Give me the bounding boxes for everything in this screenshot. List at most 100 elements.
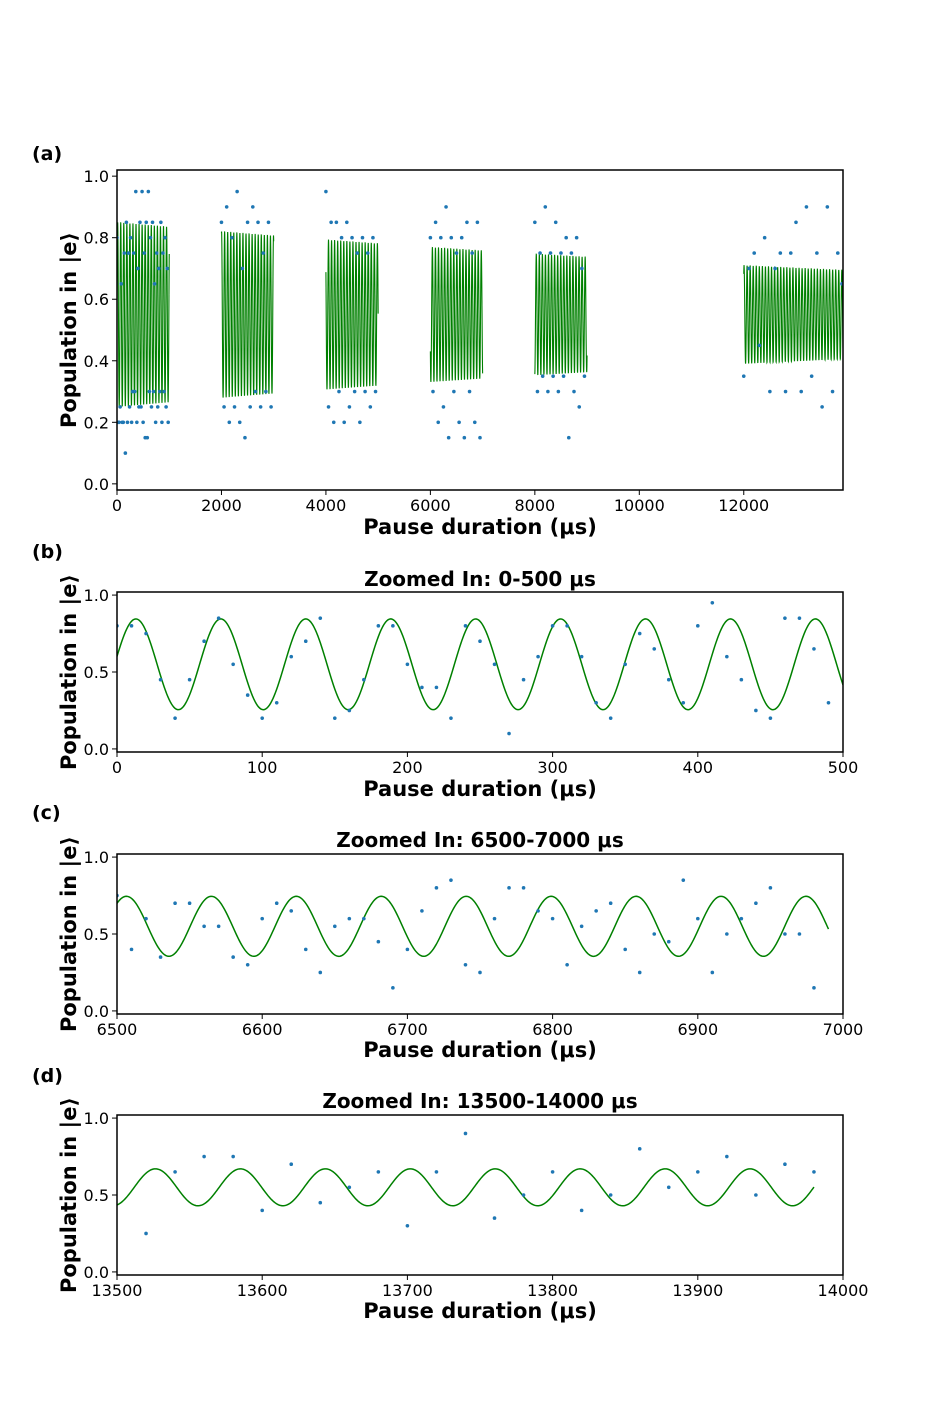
fit-curve bbox=[117, 895, 830, 958]
data-point bbox=[289, 909, 294, 913]
data-point bbox=[768, 886, 773, 890]
data-point bbox=[444, 205, 448, 209]
data-point bbox=[132, 389, 137, 394]
data-point bbox=[696, 916, 700, 921]
x-axis-label: Pause duration (μs) bbox=[363, 1038, 597, 1062]
data-point bbox=[161, 251, 165, 255]
data-point bbox=[337, 389, 341, 394]
data-point bbox=[725, 1154, 729, 1159]
data-point bbox=[144, 916, 148, 921]
panel-a-ticks: 0 2000 4000 6000 8000 10000 12000 0.0 0.2 0.4 0.6 0… bbox=[84, 167, 770, 515]
data-point bbox=[187, 901, 192, 906]
data-point bbox=[134, 189, 138, 194]
data-point bbox=[253, 389, 258, 394]
fit-curve-segment bbox=[429, 246, 484, 383]
data-point bbox=[245, 693, 250, 697]
data-point bbox=[173, 1170, 177, 1174]
data-point bbox=[303, 639, 308, 644]
data-point bbox=[797, 616, 802, 620]
x-tick-label: 100 bbox=[247, 758, 278, 777]
data-point bbox=[747, 266, 751, 271]
data-point bbox=[533, 220, 537, 225]
data-point bbox=[405, 1223, 410, 1228]
data-point bbox=[433, 220, 438, 225]
data-point bbox=[492, 916, 497, 921]
data-point bbox=[637, 631, 642, 636]
data-point bbox=[666, 939, 671, 944]
data-point bbox=[773, 266, 777, 271]
data-point bbox=[329, 220, 333, 225]
x-tick-label: 13900 bbox=[672, 1281, 723, 1300]
data-point bbox=[164, 405, 168, 409]
data-point bbox=[163, 235, 167, 240]
data-point bbox=[556, 389, 561, 394]
x-axis-label: Pause duration (μs) bbox=[363, 1299, 597, 1323]
x-tick-label: 12000 bbox=[718, 496, 769, 515]
data-point bbox=[371, 235, 375, 240]
data-point bbox=[266, 220, 271, 225]
data-point bbox=[550, 624, 555, 628]
data-point bbox=[783, 932, 787, 936]
data-point bbox=[783, 616, 787, 620]
data-point bbox=[245, 220, 250, 225]
data-point bbox=[148, 235, 153, 240]
y-axis-label: Population in |e⟩ bbox=[57, 574, 82, 770]
data-point bbox=[492, 1216, 497, 1220]
chart-title: Zoomed In: 6500-7000 μs bbox=[336, 828, 624, 852]
data-point bbox=[138, 220, 142, 225]
data-point bbox=[152, 282, 157, 286]
data-point bbox=[579, 924, 584, 929]
data-point bbox=[405, 947, 410, 952]
data-point bbox=[623, 662, 627, 667]
data-point bbox=[202, 1154, 206, 1159]
data-point bbox=[124, 220, 129, 225]
panel-d: (d) Zoomed In: 13500-14000 μs 13500 13600… bbox=[32, 1065, 868, 1323]
data-point bbox=[129, 947, 134, 952]
data-point bbox=[127, 405, 132, 409]
x-tick-label: 200 bbox=[392, 758, 423, 777]
data-point bbox=[202, 924, 206, 929]
data-point bbox=[160, 420, 164, 425]
data-point bbox=[260, 1208, 265, 1213]
fit-curve bbox=[117, 1168, 815, 1207]
data-point bbox=[462, 435, 467, 440]
data-point bbox=[463, 624, 468, 628]
data-point bbox=[536, 654, 540, 659]
data-point bbox=[439, 235, 443, 240]
data-point bbox=[579, 654, 584, 659]
data-point bbox=[123, 451, 128, 455]
data-point bbox=[580, 266, 584, 271]
x-tick-label: 6500 bbox=[97, 1020, 138, 1039]
x-tick-label: 6600 bbox=[242, 1020, 283, 1039]
data-point bbox=[117, 420, 121, 425]
data-point bbox=[144, 1231, 148, 1236]
data-point bbox=[231, 1154, 235, 1159]
data-point bbox=[449, 878, 453, 882]
fit-curve-segment bbox=[325, 239, 379, 390]
data-point bbox=[696, 1170, 700, 1174]
data-point bbox=[463, 1131, 468, 1136]
data-point bbox=[150, 220, 155, 225]
data-point bbox=[637, 970, 642, 975]
data-point bbox=[710, 600, 715, 605]
y-tick-label: 0.0 bbox=[84, 1263, 109, 1282]
data-point bbox=[131, 251, 136, 255]
data-point bbox=[331, 420, 336, 425]
y-tick-label: 1.0 bbox=[84, 1109, 109, 1128]
data-point bbox=[153, 420, 158, 425]
x-tick-label: 7000 bbox=[823, 1020, 864, 1039]
panel-b-ticks: 0 100 200 300 400 500 0.0 0.5 1.0 bbox=[84, 586, 859, 777]
data-point bbox=[835, 251, 840, 255]
data-point bbox=[739, 916, 744, 921]
data-point bbox=[251, 205, 255, 209]
x-tick-label: 6800 bbox=[532, 1020, 573, 1039]
data-point bbox=[428, 235, 433, 240]
data-point bbox=[243, 435, 247, 440]
data-point bbox=[141, 420, 145, 425]
data-point bbox=[368, 405, 373, 409]
data-point bbox=[129, 624, 134, 628]
data-point bbox=[219, 220, 224, 225]
data-point bbox=[543, 205, 548, 209]
data-point bbox=[232, 405, 237, 409]
